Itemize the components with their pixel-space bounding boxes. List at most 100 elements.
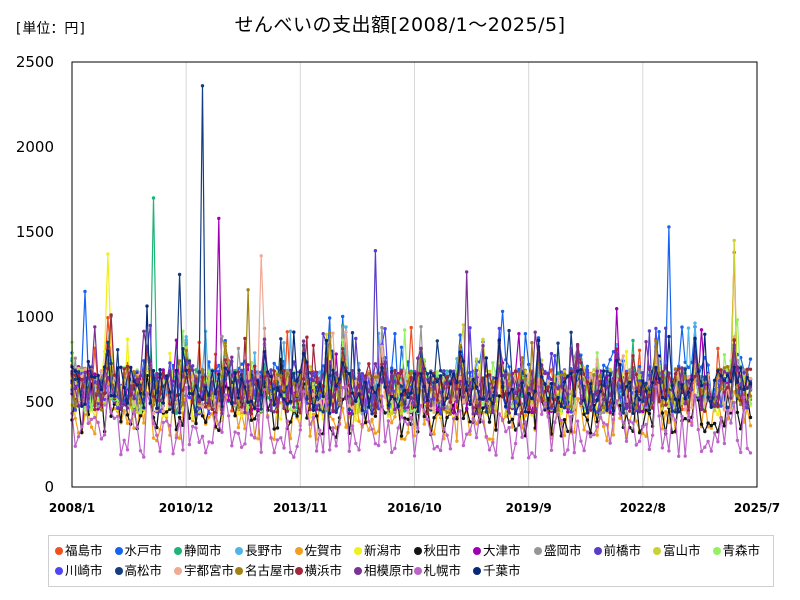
- data-point: [406, 417, 410, 421]
- data-point: [406, 405, 410, 409]
- data-point: [223, 340, 227, 345]
- data-point: [748, 415, 753, 420]
- data-point: [608, 367, 612, 372]
- data-point: [748, 401, 753, 406]
- data-point: [474, 435, 479, 440]
- data-point: [318, 382, 322, 386]
- data-point: [654, 385, 658, 389]
- data-point: [569, 371, 573, 375]
- data-point: [328, 331, 332, 335]
- data-point: [217, 422, 221, 427]
- data-point: [370, 427, 374, 431]
- data-point: [686, 326, 691, 330]
- data-point: [422, 422, 426, 426]
- data-point: [641, 425, 645, 429]
- data-point: [86, 396, 91, 401]
- data-point: [177, 359, 182, 363]
- data-point: [725, 365, 730, 369]
- data-point: [650, 406, 655, 410]
- data-point: [194, 384, 198, 388]
- data-point: [510, 417, 515, 421]
- legend-label: 盛岡市: [544, 543, 582, 558]
- data-point: [412, 372, 417, 376]
- legend-label: 長野市: [245, 543, 283, 558]
- data-point: [314, 407, 319, 411]
- data-point: [748, 376, 753, 381]
- data-point: [546, 414, 550, 418]
- data-point: [553, 409, 557, 414]
- data-point: [471, 411, 475, 416]
- data-point: [168, 369, 172, 373]
- data-point: [220, 430, 224, 434]
- data-point: [125, 421, 130, 425]
- data-point: [164, 410, 169, 414]
- data-point: [438, 410, 443, 414]
- data-point: [288, 329, 293, 333]
- data-point: [683, 408, 687, 412]
- data-point: [138, 391, 143, 395]
- data-point: [256, 379, 260, 383]
- data-point: [719, 368, 723, 372]
- data-point: [618, 385, 622, 390]
- data-point: [122, 385, 126, 390]
- legend-swatch: [114, 547, 123, 555]
- data-point: [380, 344, 384, 348]
- data-point: [729, 408, 733, 412]
- data-point: [239, 445, 244, 449]
- data-point: [664, 403, 668, 407]
- data-point: [373, 375, 378, 379]
- data-point: [412, 408, 417, 412]
- data-point: [145, 304, 149, 308]
- data-point: [239, 414, 244, 418]
- data-point: [670, 413, 674, 417]
- data-point: [200, 414, 205, 418]
- data-point: [390, 374, 394, 378]
- data-point: [621, 392, 625, 397]
- data-point: [572, 394, 576, 398]
- data-point: [119, 407, 123, 412]
- data-point: [448, 382, 453, 386]
- data-point: [125, 364, 130, 369]
- data-point: [194, 426, 198, 430]
- data-point: [324, 332, 329, 337]
- data-point: [605, 408, 609, 412]
- data-point: [151, 369, 156, 373]
- data-point: [207, 360, 211, 364]
- legend-label: 札幌市: [423, 563, 462, 578]
- legend-swatch: [413, 567, 422, 575]
- data-point: [556, 387, 560, 391]
- data-point: [380, 394, 384, 398]
- data-point: [96, 401, 100, 406]
- data-point: [703, 445, 707, 449]
- data-point: [579, 368, 583, 372]
- data-point: [647, 411, 652, 416]
- data-point: [732, 343, 736, 347]
- data-point: [406, 422, 410, 427]
- legend: 福島市 水戸市 静岡市 長野市 佐賀市 新潟市 秋田市 大津市 盛岡市 前橋市 富山市 青森市 川崎市 高…: [48, 535, 774, 587]
- data-point: [602, 397, 606, 402]
- data-point: [621, 420, 625, 425]
- x-tick-label: 2010/12: [159, 501, 213, 515]
- data-point: [184, 385, 188, 390]
- data-point: [354, 441, 358, 446]
- data-point: [673, 410, 678, 414]
- data-point: [507, 411, 511, 415]
- data-point: [191, 368, 195, 373]
- data-point: [93, 407, 97, 412]
- data-point: [129, 403, 133, 407]
- data-point: [164, 419, 169, 423]
- data-point: [722, 390, 727, 395]
- data-point: [448, 412, 453, 416]
- data-point: [602, 421, 606, 425]
- data-point: [660, 411, 665, 415]
- data-point: [468, 429, 472, 433]
- data-point: [200, 383, 205, 387]
- data-point: [712, 409, 717, 413]
- data-point: [445, 375, 449, 379]
- data-point: [683, 396, 687, 401]
- data-point: [520, 435, 524, 439]
- data-point: [575, 344, 580, 348]
- data-point: [562, 452, 567, 457]
- data-point: [569, 330, 573, 334]
